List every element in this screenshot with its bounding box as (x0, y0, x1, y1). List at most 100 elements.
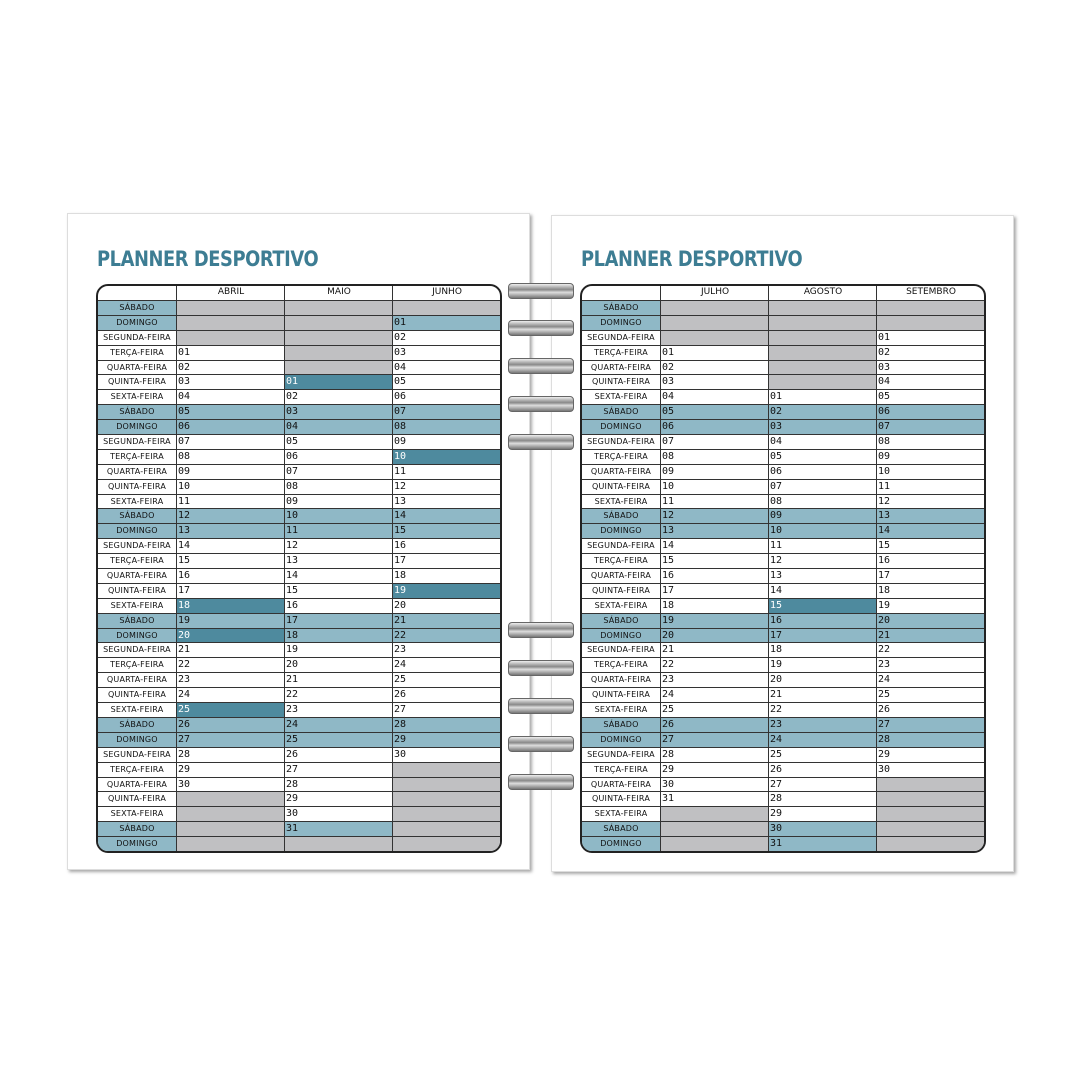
day-cell[interactable]: 06 (876, 405, 984, 420)
day-cell[interactable]: 07 (392, 405, 500, 420)
day-cell[interactable]: 04 (284, 420, 392, 435)
empty-cell[interactable] (660, 301, 768, 315)
day-cell[interactable]: 25 (392, 673, 500, 688)
empty-cell[interactable] (284, 360, 392, 375)
empty-cell[interactable] (284, 837, 392, 851)
day-cell[interactable]: 04 (660, 390, 768, 405)
empty-cell[interactable] (768, 375, 876, 390)
day-cell[interactable]: 06 (176, 420, 284, 435)
day-cell[interactable]: 16 (392, 539, 500, 554)
empty-cell[interactable] (768, 345, 876, 360)
empty-cell[interactable] (392, 837, 500, 851)
day-cell[interactable]: 16 (176, 569, 284, 583)
day-cell[interactable]: 17 (176, 583, 284, 598)
day-cell[interactable]: 22 (176, 658, 284, 673)
day-cell[interactable]: 07 (660, 435, 768, 449)
day-cell[interactable]: 30 (284, 807, 392, 822)
empty-cell[interactable] (660, 807, 768, 822)
day-cell[interactable]: 24 (284, 717, 392, 732)
day-cell[interactable]: 30 (768, 822, 876, 837)
day-cell[interactable]: 20 (392, 598, 500, 613)
day-cell[interactable]: 23 (768, 717, 876, 732)
day-cell[interactable]: 14 (876, 524, 984, 539)
day-cell[interactable]: 25 (176, 703, 284, 717)
empty-cell[interactable] (768, 330, 876, 345)
day-cell[interactable]: 14 (660, 539, 768, 554)
empty-cell[interactable] (660, 837, 768, 851)
day-cell[interactable]: 21 (176, 643, 284, 658)
empty-cell[interactable] (876, 837, 984, 851)
day-cell[interactable]: 29 (876, 747, 984, 762)
day-cell[interactable]: 19 (768, 658, 876, 673)
day-cell[interactable]: 30 (660, 777, 768, 792)
day-cell[interactable]: 03 (176, 375, 284, 390)
day-cell[interactable]: 11 (768, 539, 876, 554)
day-cell[interactable]: 12 (660, 509, 768, 524)
empty-cell[interactable] (176, 837, 284, 851)
empty-cell[interactable] (176, 315, 284, 330)
day-cell[interactable]: 01 (392, 315, 500, 330)
day-cell[interactable]: 06 (660, 420, 768, 435)
day-cell[interactable]: 17 (876, 569, 984, 583)
day-cell[interactable]: 13 (876, 509, 984, 524)
day-cell[interactable]: 27 (876, 717, 984, 732)
day-cell[interactable]: 18 (876, 583, 984, 598)
empty-cell[interactable] (876, 807, 984, 822)
day-cell[interactable]: 31 (660, 792, 768, 807)
day-cell[interactable]: 07 (176, 435, 284, 449)
day-cell[interactable]: 29 (660, 762, 768, 777)
day-cell[interactable]: 16 (768, 613, 876, 628)
day-cell[interactable]: 11 (392, 464, 500, 479)
day-cell[interactable]: 26 (284, 747, 392, 762)
day-cell[interactable]: 08 (660, 449, 768, 464)
empty-cell[interactable] (876, 315, 984, 330)
day-cell[interactable]: 03 (392, 345, 500, 360)
day-cell[interactable]: 28 (660, 747, 768, 762)
day-cell[interactable]: 15 (768, 598, 876, 613)
empty-cell[interactable] (176, 822, 284, 837)
day-cell[interactable]: 27 (392, 703, 500, 717)
day-cell[interactable]: 01 (284, 375, 392, 390)
day-cell[interactable]: 19 (176, 613, 284, 628)
day-cell[interactable]: 25 (284, 732, 392, 747)
day-cell[interactable]: 05 (392, 375, 500, 390)
day-cell[interactable]: 26 (768, 762, 876, 777)
day-cell[interactable]: 10 (284, 509, 392, 524)
day-cell[interactable]: 04 (768, 435, 876, 449)
day-cell[interactable]: 31 (284, 822, 392, 837)
day-cell[interactable]: 21 (392, 613, 500, 628)
day-cell[interactable]: 04 (176, 390, 284, 405)
day-cell[interactable]: 06 (768, 464, 876, 479)
day-cell[interactable]: 23 (876, 658, 984, 673)
day-cell[interactable]: 28 (768, 792, 876, 807)
day-cell[interactable]: 22 (284, 688, 392, 703)
day-cell[interactable]: 07 (768, 479, 876, 494)
day-cell[interactable]: 23 (392, 643, 500, 658)
day-cell[interactable]: 01 (660, 345, 768, 360)
day-cell[interactable]: 26 (176, 717, 284, 732)
day-cell[interactable]: 20 (876, 613, 984, 628)
day-cell[interactable]: 05 (284, 435, 392, 449)
day-cell[interactable]: 22 (660, 658, 768, 673)
day-cell[interactable]: 27 (176, 732, 284, 747)
day-cell[interactable]: 16 (660, 569, 768, 583)
day-cell[interactable]: 07 (284, 464, 392, 479)
empty-cell[interactable] (284, 301, 392, 315)
day-cell[interactable]: 13 (392, 494, 500, 509)
day-cell[interactable]: 29 (392, 732, 500, 747)
day-cell[interactable]: 19 (284, 643, 392, 658)
day-cell[interactable]: 19 (660, 613, 768, 628)
day-cell[interactable]: 28 (176, 747, 284, 762)
empty-cell[interactable] (176, 330, 284, 345)
day-cell[interactable]: 15 (876, 539, 984, 554)
empty-cell[interactable] (768, 315, 876, 330)
day-cell[interactable]: 09 (768, 509, 876, 524)
day-cell[interactable]: 24 (768, 732, 876, 747)
empty-cell[interactable] (660, 822, 768, 837)
day-cell[interactable]: 15 (660, 554, 768, 569)
day-cell[interactable]: 14 (392, 509, 500, 524)
day-cell[interactable]: 12 (176, 509, 284, 524)
day-cell[interactable]: 09 (876, 449, 984, 464)
day-cell[interactable]: 09 (392, 435, 500, 449)
day-cell[interactable]: 13 (660, 524, 768, 539)
